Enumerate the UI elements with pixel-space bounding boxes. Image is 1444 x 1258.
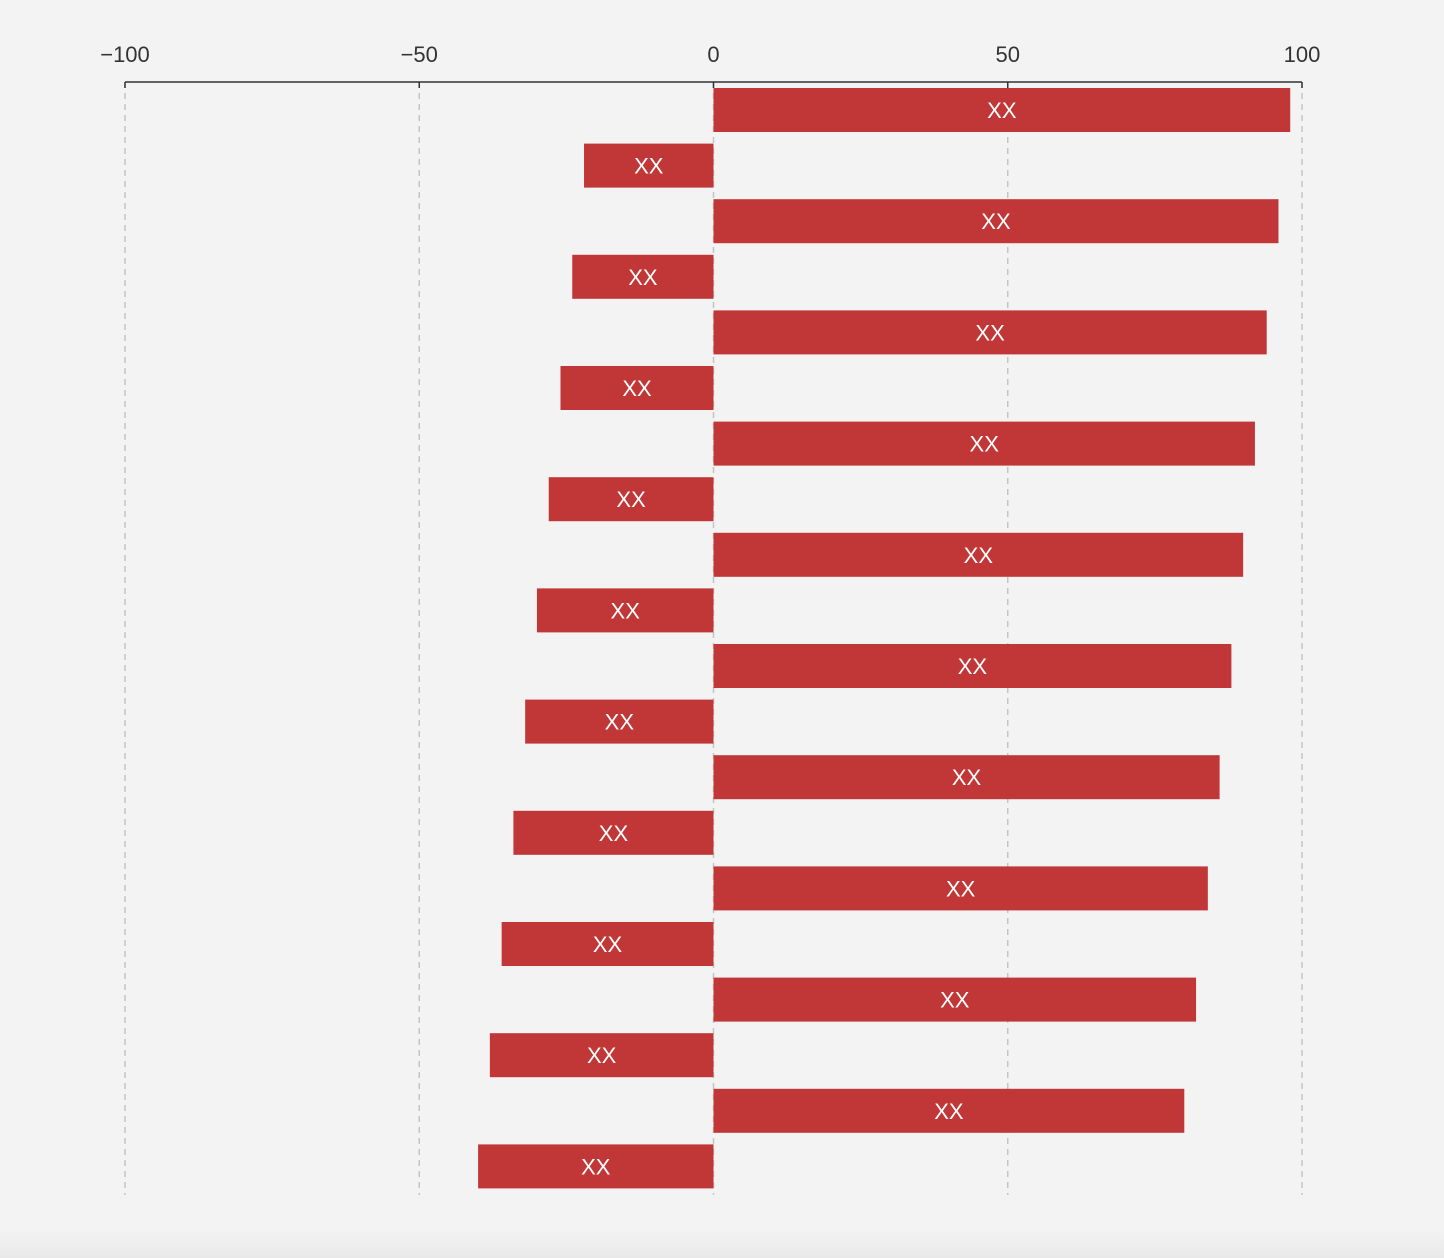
bar-data-label: XX bbox=[958, 654, 988, 679]
bar bbox=[713, 755, 1220, 800]
bar bbox=[713, 866, 1208, 911]
bars-group: XX XX XX XX XX XX XX XX XX XX XX XX XX XX XX XX XX XX XX XX bbox=[478, 88, 1291, 1189]
bar-data-label: XX bbox=[981, 209, 1011, 234]
bar bbox=[713, 644, 1232, 688]
x-tick-label: 100 bbox=[1284, 42, 1321, 67]
bar bbox=[572, 254, 714, 299]
bar-data-label: XX bbox=[964, 543, 994, 568]
x-axis: −100 −50 0 50 100 bbox=[100, 42, 1320, 88]
bar-data-label: XX bbox=[593, 932, 623, 957]
bar bbox=[713, 199, 1279, 244]
bar-data-label: XX bbox=[987, 98, 1017, 123]
bar-data-label: XX bbox=[934, 1099, 964, 1124]
bar bbox=[713, 1088, 1185, 1133]
bar-data-label: XX bbox=[599, 821, 629, 846]
bar-data-label: XX bbox=[952, 765, 982, 790]
bar-data-label: XX bbox=[970, 432, 1000, 457]
bar bbox=[584, 143, 714, 188]
x-tick-label: 50 bbox=[996, 42, 1020, 67]
bar-data-label: XX bbox=[975, 320, 1005, 345]
bar-data-label: XX bbox=[616, 487, 646, 512]
bar-data-label: XX bbox=[611, 598, 641, 623]
bar bbox=[713, 977, 1197, 1022]
bottom-strip bbox=[0, 1230, 1444, 1258]
bar bbox=[478, 1144, 714, 1189]
bar bbox=[713, 310, 1267, 355]
bar bbox=[501, 922, 714, 966]
bar-data-label: XX bbox=[587, 1043, 617, 1068]
bar bbox=[489, 1033, 714, 1078]
bar-data-label: XX bbox=[940, 988, 970, 1013]
bar-data-label: XX bbox=[946, 876, 976, 901]
bar bbox=[713, 421, 1255, 466]
bar-data-label: XX bbox=[622, 376, 652, 401]
bar-data-label: XX bbox=[605, 710, 635, 735]
bar bbox=[713, 532, 1244, 577]
bar bbox=[548, 477, 714, 522]
bar bbox=[525, 699, 714, 744]
bar-data-label: XX bbox=[628, 265, 658, 290]
bar bbox=[536, 588, 714, 633]
x-tick-label: −100 bbox=[100, 42, 150, 67]
bar bbox=[560, 366, 714, 410]
x-tick-label: −50 bbox=[401, 42, 438, 67]
bar bbox=[513, 810, 714, 855]
grid-lines bbox=[124, 82, 1303, 1195]
bar bbox=[713, 88, 1291, 132]
bar-data-label: XX bbox=[634, 154, 664, 179]
x-tick-label: 0 bbox=[707, 42, 719, 67]
bar-data-label: XX bbox=[581, 1154, 611, 1179]
